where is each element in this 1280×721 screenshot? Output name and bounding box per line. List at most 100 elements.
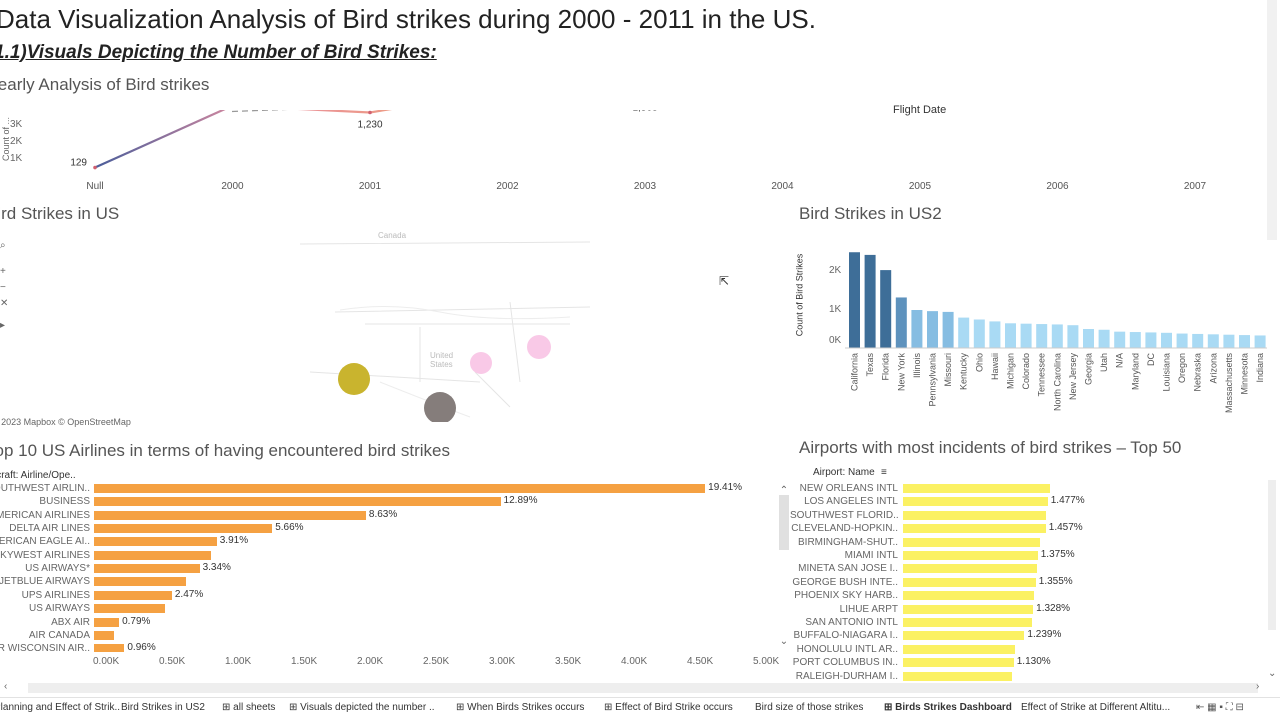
yearly-y-tick: 1K xyxy=(10,153,23,164)
x-tick-label: Arizona xyxy=(1208,353,1218,384)
bar-new-york xyxy=(895,297,907,348)
scroll-up-icon[interactable]: ⌃ xyxy=(779,485,789,496)
x-tick-label: Illinois xyxy=(912,353,922,379)
view-controls-icon[interactable]: ⇤ ▦ ▪ ⛶ ⊟ xyxy=(1196,702,1244,713)
map-point-illinois[interactable] xyxy=(470,352,492,374)
airline-bar[interactable] xyxy=(94,577,187,587)
airport-bar[interactable] xyxy=(903,564,1038,574)
airport-pct-label: 1.239% xyxy=(1027,629,1062,641)
airport-bar[interactable] xyxy=(903,591,1035,601)
x-tick-label: North Carolina xyxy=(1052,353,1062,411)
airlines-x-axis: 0.00K 0.50K 1.00K 1.50K 2.00K 2.50K 3.00K 3.50K… xyxy=(0,656,780,670)
vertical-scrollbar[interactable] xyxy=(1267,0,1277,240)
bar-colorado xyxy=(1020,323,1032,348)
bar-indiana xyxy=(1254,335,1266,348)
bar-nebraska xyxy=(1192,333,1204,348)
tab-dashboard[interactable]: ⊞ Birds Strikes Dashboard xyxy=(884,702,1012,713)
yearly-axis-title: Flight Date xyxy=(893,104,947,116)
airline-pct-label: 0.96% xyxy=(127,642,156,652)
x-tick-label: Florida xyxy=(881,353,891,381)
bar-oregon xyxy=(1176,333,1188,348)
airport-bar[interactable] xyxy=(903,551,1038,560)
map-point-texas[interactable] xyxy=(424,392,456,422)
sort-icon[interactable]: ≡ xyxy=(881,467,887,478)
grid-icon: ⊞ xyxy=(456,702,468,713)
bar-dc xyxy=(1145,332,1157,348)
airport-bar[interactable] xyxy=(903,604,1034,614)
scroll-right-icon[interactable]: › xyxy=(1256,681,1260,692)
airport-pct-label: 1.130% xyxy=(1016,656,1051,668)
airline-bar[interactable] xyxy=(94,524,273,534)
grid-icon: ⊞ xyxy=(884,702,896,713)
airline-bar[interactable] xyxy=(94,604,166,614)
airlines-scroll-thumb[interactable] xyxy=(779,495,789,550)
bar-minnesota xyxy=(1239,335,1250,348)
search-icon[interactable]: ⌕ xyxy=(0,240,6,251)
airline-bar[interactable] xyxy=(94,617,120,627)
bar-florida xyxy=(880,270,892,348)
tab-bird-size[interactable]: Bird size of those strikes xyxy=(755,702,864,713)
airport-bar[interactable] xyxy=(903,524,1046,534)
zoom-out-icon[interactable]: − xyxy=(0,282,6,293)
tab-visuals[interactable]: ⊞ Visuals depicted the number .. xyxy=(289,702,435,713)
airport-bar[interactable] xyxy=(903,510,1047,520)
airline-pct-label: 2.47% xyxy=(174,588,204,600)
airline-bar[interactable] xyxy=(94,537,217,547)
airline-bar[interactable] xyxy=(94,630,114,640)
x-tick-label: Massachusetts xyxy=(1224,353,1234,414)
x-tick-label: Minnesota xyxy=(1240,353,1250,395)
tab-planning[interactable]: Planning and Effect of Strik.. xyxy=(0,702,121,713)
airport-label: MIAMI INTL xyxy=(844,550,898,561)
airline-bar[interactable] xyxy=(94,550,212,560)
x-tick-label: New York xyxy=(896,353,906,392)
tab-altitude[interactable]: Effect of Strike at Different Altitu... xyxy=(1021,702,1171,713)
tab-when-birds[interactable]: ⊞ When Birds Strikes occurs xyxy=(456,702,585,713)
airline-pct-label: 0.79% xyxy=(122,615,151,627)
tab-bird-strikes-us2[interactable]: Bird Strikes in US2 xyxy=(121,702,205,713)
airport-bar[interactable] xyxy=(903,577,1036,587)
airport-bar[interactable] xyxy=(903,618,1033,627)
airports-scroll-down-icon[interactable]: ⌄ xyxy=(1268,668,1277,679)
tab-effect[interactable]: ⊞ Effect of Bird Strike occurs xyxy=(604,702,733,713)
airline-bar[interactable] xyxy=(94,590,172,600)
zoom-in-icon[interactable]: + xyxy=(0,266,6,277)
airlines-bar-chart[interactable]: SOUTHWEST AIRLIN.. 19.41% BUSINESS 12.89% AM… xyxy=(0,482,780,652)
series-line xyxy=(94,110,393,169)
x-tick-label: Utah xyxy=(1099,353,1109,372)
bar-utah xyxy=(1098,329,1110,348)
airports-chart-title: Airports with most incidents of bird str… xyxy=(799,438,1182,457)
map-point-california[interactable] xyxy=(338,363,370,395)
scroll-down-icon[interactable]: ⌄ xyxy=(779,636,789,647)
us-map[interactable] xyxy=(270,232,600,422)
airline-label: AMERICAN AIRLINES xyxy=(0,509,90,521)
airline-bar[interactable] xyxy=(94,510,366,520)
airport-label: HONOLULU INTL AR.. xyxy=(796,643,898,655)
airport-bar[interactable] xyxy=(903,631,1025,641)
horizontal-scrollbar[interactable] xyxy=(28,683,1258,693)
states-bar-chart[interactable]: California Texas Florida New York Illinois Pe… xyxy=(845,240,1267,425)
airline-bar[interactable] xyxy=(94,484,706,493)
map-point-new-york[interactable] xyxy=(527,335,551,359)
bar-maryland xyxy=(1129,332,1141,348)
airports-scrollbar[interactable] xyxy=(1268,480,1276,630)
airline-bar[interactable] xyxy=(94,644,125,652)
airline-bar[interactable] xyxy=(94,564,200,574)
x-tick-label: Michigan xyxy=(1006,353,1016,389)
scroll-left-icon[interactable]: ‹ xyxy=(4,681,8,692)
yearly-line-chart[interactable]: 129Null1,36720001,23020011,68120021,5682… xyxy=(0,110,1270,200)
airline-bar[interactable] xyxy=(94,497,501,507)
airport-label: CLEVELAND-HOPKIN.. xyxy=(791,523,898,535)
airport-bar[interactable] xyxy=(903,537,1041,547)
tab-all-sheets[interactable]: ⊞ all sheets xyxy=(222,702,276,713)
pin-icon[interactable]: ✕ xyxy=(0,298,9,309)
airport-bar[interactable] xyxy=(903,497,1048,507)
x-tick-label: 2.00K xyxy=(357,656,384,667)
airport-bar[interactable] xyxy=(903,484,1050,493)
x-tick-label: California xyxy=(850,353,860,391)
airport-bar[interactable] xyxy=(903,658,1014,668)
airports-bar-chart[interactable]: NEW ORLEANS INTL LOS ANGELES INTL 1.477% SO… xyxy=(790,482,1266,682)
airport-bar[interactable] xyxy=(903,671,1012,681)
arrow-icon[interactable]: ▸ xyxy=(0,320,6,331)
airline-pct-label: 5.66% xyxy=(275,522,304,534)
airport-bar[interactable] xyxy=(903,644,1015,654)
